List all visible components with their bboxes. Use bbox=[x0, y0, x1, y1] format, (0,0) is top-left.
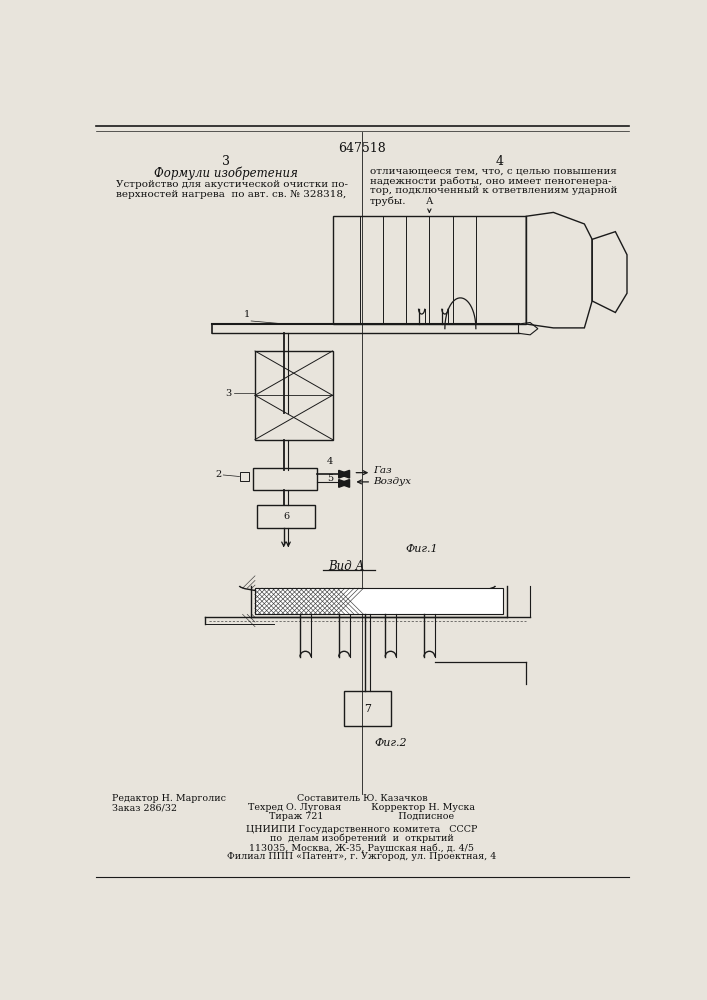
Text: 647518: 647518 bbox=[338, 142, 386, 155]
Text: Редактор Н. Марголис: Редактор Н. Марголис bbox=[112, 794, 226, 803]
Text: ЦНИИПИ Государственного комитета   СССР: ЦНИИПИ Государственного комитета СССР bbox=[246, 825, 478, 834]
Bar bbox=[255, 588, 503, 614]
Text: Заказ 286/32: Заказ 286/32 bbox=[112, 804, 177, 813]
Polygon shape bbox=[339, 470, 349, 478]
Bar bbox=[255, 351, 332, 440]
Text: А: А bbox=[426, 197, 433, 206]
Polygon shape bbox=[339, 480, 349, 487]
Text: по  делам изобретений  и  открытий: по делам изобретений и открытий bbox=[270, 834, 454, 843]
Text: 113035, Москва, Ж-35, Раушская наб., д. 4/5: 113035, Москва, Ж-35, Раушская наб., д. … bbox=[250, 843, 474, 853]
Bar bbox=[344, 691, 391, 726]
Text: 3: 3 bbox=[221, 155, 230, 168]
Text: 6: 6 bbox=[283, 512, 289, 521]
Text: тор, подключенный к ответвлениям ударной: тор, подключенный к ответвлениям ударной bbox=[370, 186, 617, 195]
Text: отличающееся тем, что, с целью повышения: отличающееся тем, что, с целью повышения bbox=[370, 166, 617, 175]
Text: трубы.: трубы. bbox=[370, 196, 407, 206]
Text: Вид А: Вид А bbox=[329, 560, 365, 573]
Bar bbox=[332, 216, 526, 324]
Text: 4: 4 bbox=[327, 458, 333, 466]
Text: верхностей нагрева  по авт. св. № 328318,: верхностей нагрева по авт. св. № 328318, bbox=[115, 190, 346, 199]
Text: Филиал ППП «Патент», г. Ужгород, ул. Проектная, 4: Филиал ППП «Патент», г. Ужгород, ул. Про… bbox=[228, 852, 496, 861]
Text: 3: 3 bbox=[226, 389, 232, 398]
Text: Формули изобретения: Формули изобретения bbox=[153, 166, 298, 180]
Text: 5: 5 bbox=[327, 474, 333, 483]
Text: 1: 1 bbox=[243, 310, 250, 319]
Bar bbox=[255, 588, 503, 614]
Text: Тираж 721                         Подписное: Тираж 721 Подписное bbox=[269, 812, 455, 821]
Bar bbox=[240, 472, 249, 481]
Polygon shape bbox=[339, 480, 349, 487]
Bar bbox=[252, 468, 317, 490]
Text: 4: 4 bbox=[495, 155, 503, 168]
Text: Техред О. Луговая          Корректор Н. Муска: Техред О. Луговая Корректор Н. Муска bbox=[248, 803, 475, 812]
Text: Фиг.1: Фиг.1 bbox=[405, 544, 438, 554]
Text: Газ: Газ bbox=[373, 466, 392, 475]
Text: надежности работы, оно имеет пеногенера-: надежности работы, оно имеет пеногенера- bbox=[370, 176, 612, 186]
Text: 7: 7 bbox=[364, 704, 371, 714]
Text: Воздух: Воздух bbox=[373, 477, 411, 486]
Polygon shape bbox=[339, 470, 349, 478]
Text: Устройство для акустической очистки по-: Устройство для акустической очистки по- bbox=[115, 180, 348, 189]
Bar bbox=[257, 505, 315, 528]
Text: Фиг.2: Фиг.2 bbox=[374, 738, 407, 748]
Text: Составитель Ю. Казачков: Составитель Ю. Казачков bbox=[297, 794, 427, 803]
Text: 2: 2 bbox=[216, 470, 222, 479]
